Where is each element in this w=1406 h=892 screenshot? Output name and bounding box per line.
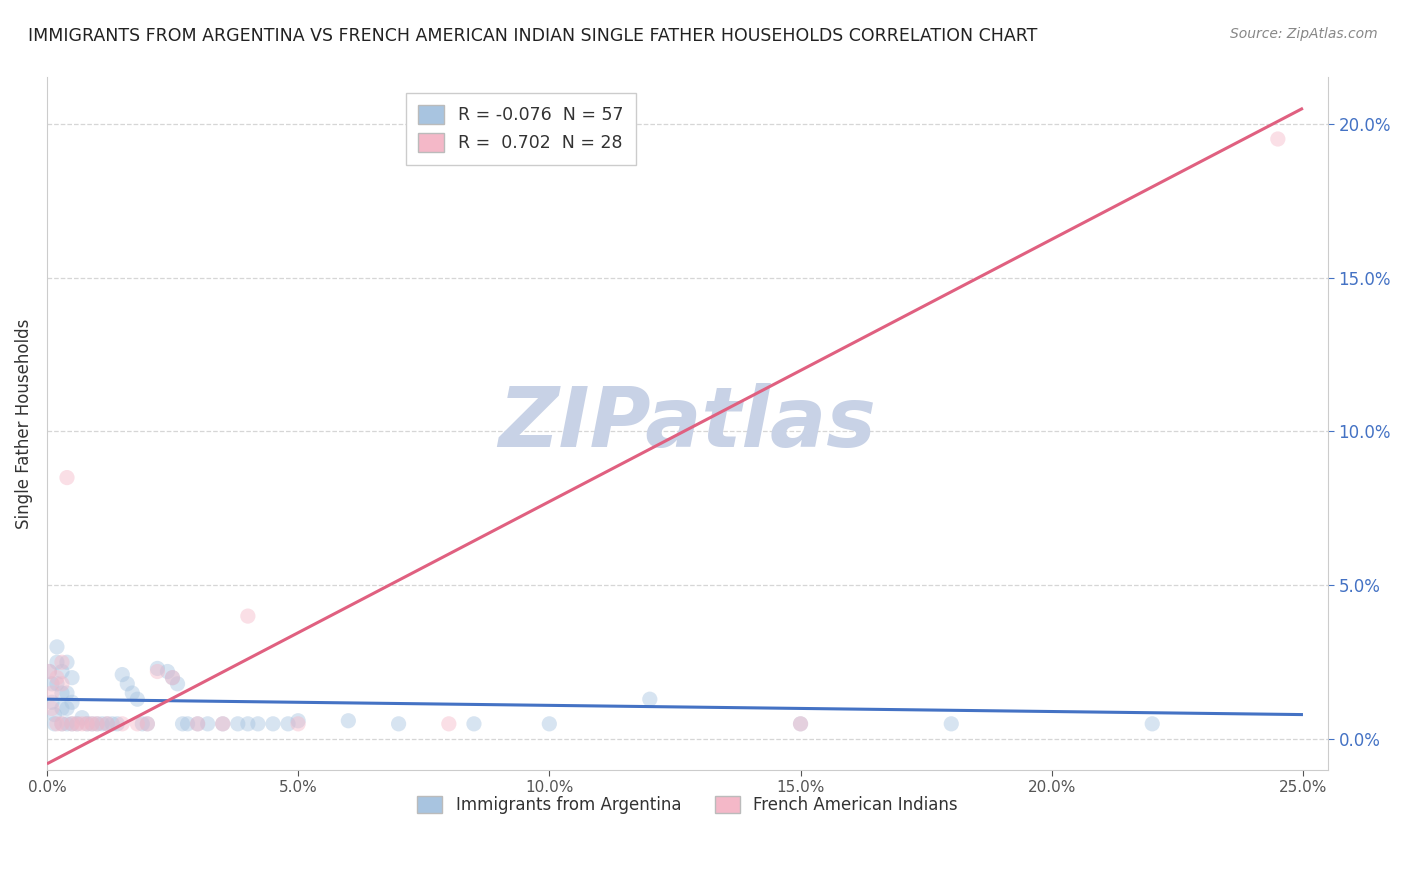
Point [44,707,66,722]
Point [146,665,169,679]
Point [41,677,63,691]
Point [82,716,104,731]
Point [41,686,63,700]
Point [236,716,259,731]
Point [127,692,149,706]
Point [86,716,108,731]
Point [60,716,83,731]
Point [60,671,83,685]
Point [226,716,249,731]
Point [56,716,79,731]
Point [51,677,73,691]
Point [136,716,159,731]
Point [136,716,159,731]
Point [166,677,188,691]
Point [96,716,118,731]
Point [56,701,79,715]
Point [197,716,219,731]
Point [262,716,284,731]
Point [121,686,143,700]
Point [236,609,259,624]
Point [51,716,73,731]
Point [246,716,269,731]
Text: ZIPatlas: ZIPatlas [499,384,876,464]
Point [60,716,83,731]
Point [638,692,661,706]
Point [51,665,73,679]
Point [51,655,73,669]
Point [45,640,67,654]
Point [41,701,63,715]
Point [156,665,179,679]
Point [337,714,360,728]
Point [56,655,79,669]
Point [211,716,233,731]
Point [1142,716,1164,731]
Point [45,677,67,691]
Point [146,661,169,675]
Text: Source: ZipAtlas.com: Source: ZipAtlas.com [1230,27,1378,41]
Point [277,716,299,731]
Point [789,716,811,731]
Point [45,655,67,669]
Point [176,716,198,731]
Point [38,665,60,679]
Point [789,716,811,731]
Point [45,671,67,685]
Point [51,701,73,715]
Point [86,716,108,731]
Point [172,716,194,731]
Point [44,716,66,731]
Point [70,711,93,725]
Point [387,716,409,731]
Y-axis label: Single Father Households: Single Father Households [15,318,32,529]
Point [538,716,561,731]
Point [187,716,209,731]
Point [187,716,209,731]
Point [211,716,233,731]
Text: IMMIGRANTS FROM ARGENTINA VS FRENCH AMERICAN INDIAN SINGLE FATHER HOUSEHOLDS COR: IMMIGRANTS FROM ARGENTINA VS FRENCH AMER… [28,27,1038,45]
Point [127,716,149,731]
Point [111,716,134,731]
Point [66,716,89,731]
Point [287,716,309,731]
Point [51,686,73,700]
Point [162,671,184,685]
Point [131,716,153,731]
Point [38,665,60,679]
Point [117,677,139,691]
Point [96,716,118,731]
Point [463,716,485,731]
Point [82,716,104,731]
Point [941,716,963,731]
Point [76,716,98,731]
Point [1267,132,1289,146]
Point [91,716,114,731]
Point [45,716,67,731]
Point [76,716,98,731]
Point [70,716,93,731]
Point [101,716,124,731]
Point [437,716,460,731]
Legend: Immigrants from Argentina, French American Indians: Immigrants from Argentina, French Americ… [408,786,967,824]
Point [51,716,73,731]
Point [162,671,184,685]
Point [287,714,309,728]
Point [60,695,83,709]
Point [66,716,89,731]
Point [56,470,79,484]
Point [105,716,128,731]
Point [111,667,134,681]
Point [56,686,79,700]
Point [41,695,63,709]
